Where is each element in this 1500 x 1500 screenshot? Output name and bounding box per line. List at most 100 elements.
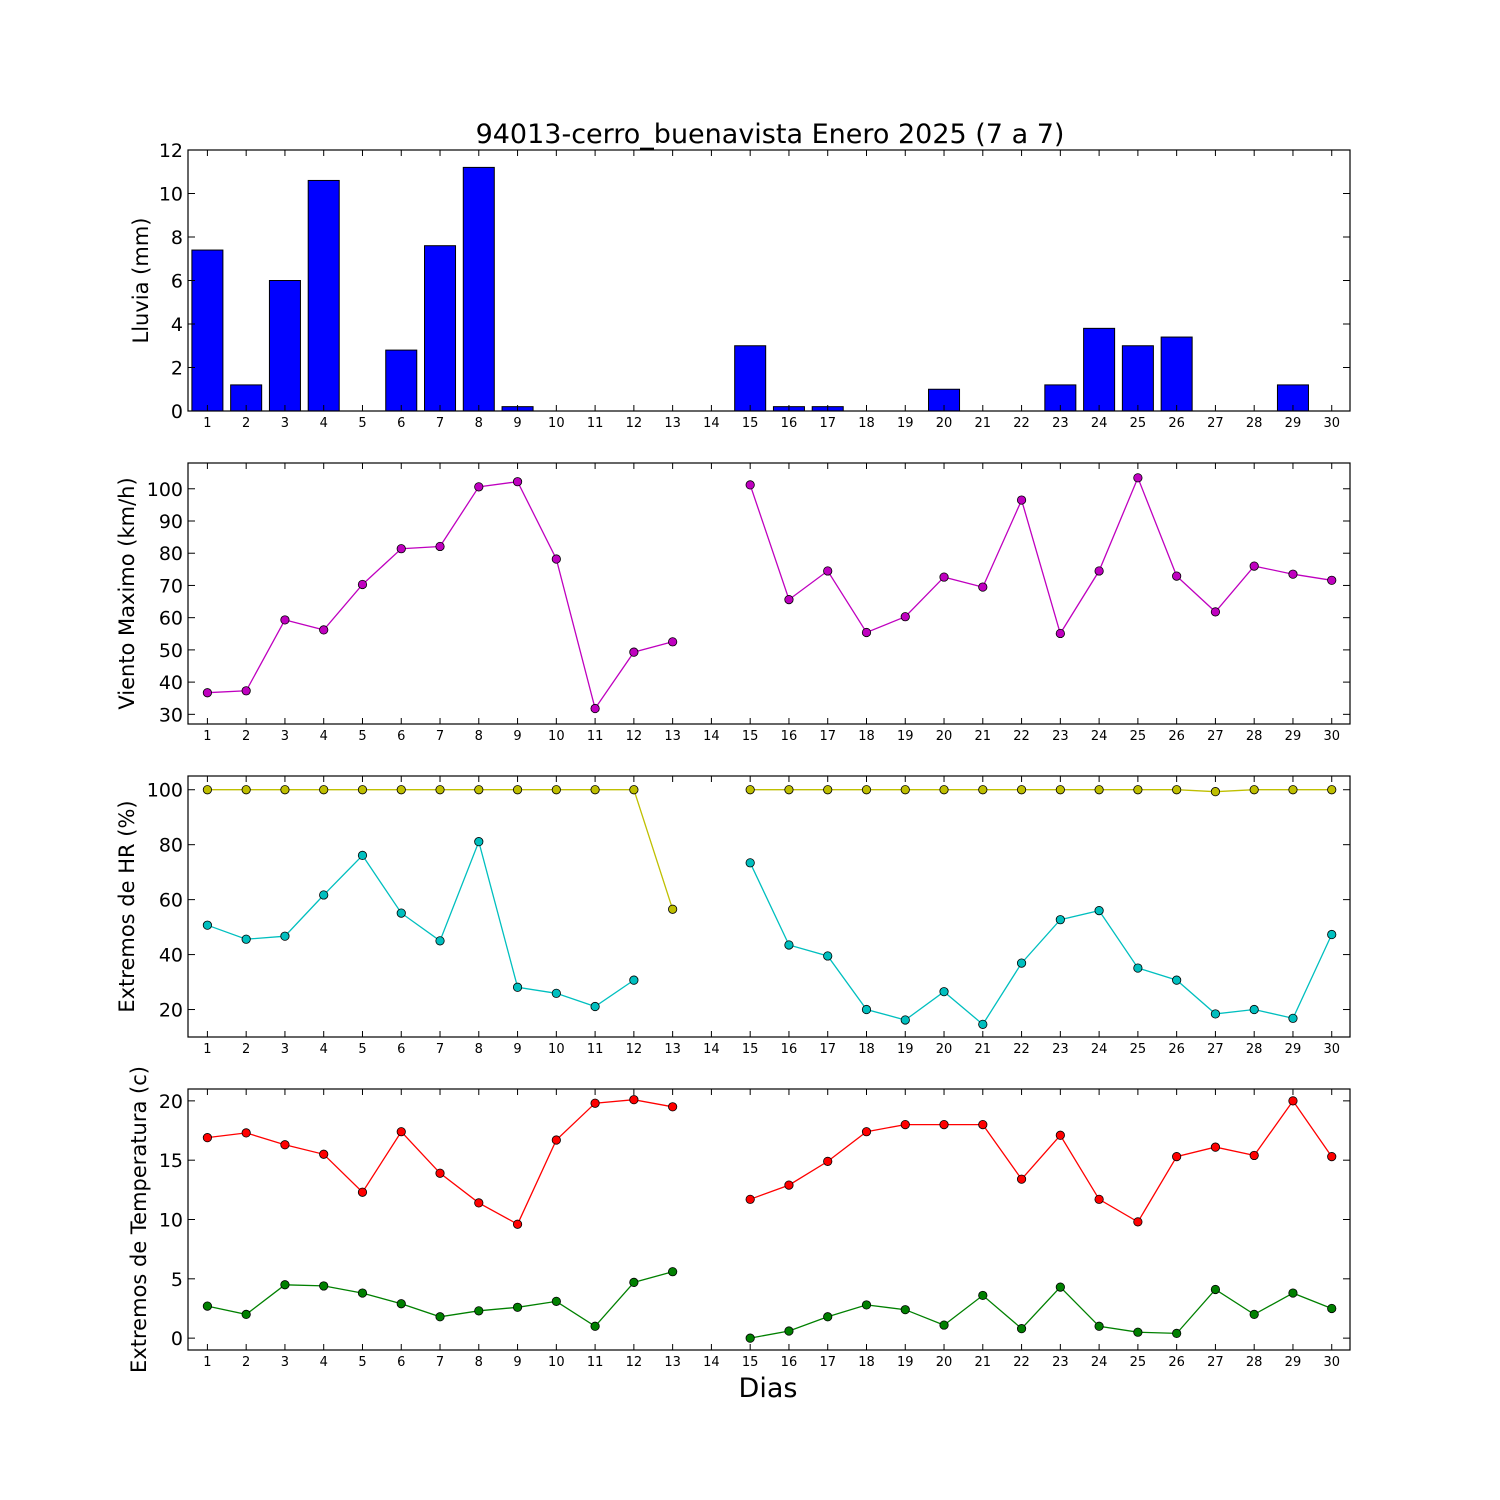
humidity-series-0-point-day-28 (1249, 785, 1259, 795)
temperature-series-1-point-day-20 (939, 1320, 949, 1330)
rain-xtick-label: 21 (975, 416, 992, 431)
humidity-series-0-point-day-17 (823, 785, 833, 795)
rain-y-axis-label: Lluvia (mm) (129, 218, 153, 344)
rain-bar-day-1 (191, 249, 224, 412)
humidity-series-0-point-day-7 (435, 785, 445, 795)
humidity-series-1-point-day-30 (1327, 929, 1337, 940)
temperature-xtick-label: 27 (1207, 1355, 1224, 1370)
wind-xtick-label: 3 (281, 729, 289, 744)
humidity-plot-frame (187, 775, 1351, 1038)
wind-xtick-label: 13 (664, 729, 681, 744)
temperature-series-1-point-day-11 (590, 1321, 600, 1331)
temperature-series-0-point-day-13 (668, 1102, 678, 1112)
humidity-xtick-label: 30 (1323, 1042, 1340, 1057)
temperature-ytick-label: 10 (159, 1210, 183, 1232)
humidity-series-0-point-day-9 (512, 785, 523, 795)
wind-series-0-point-day-4 (319, 625, 329, 635)
temperature-series-0-point-day-28 (1249, 1150, 1259, 1161)
humidity-series-1-point-day-24 (1094, 906, 1104, 916)
temperature-series-0-point-day-7 (435, 1168, 445, 1178)
wind-series-0-point-day-12 (629, 647, 639, 657)
wind-xtick-label: 1 (203, 729, 211, 744)
humidity-xtick-label: 12 (626, 1042, 643, 1057)
temperature-xtick-label: 22 (1013, 1355, 1030, 1370)
temperature-series-1-point-day-1 (202, 1301, 212, 1311)
wind-series-0-point-day-2 (241, 686, 251, 696)
temperature-panel: 1 2 3 4 5 6 7 8 9 10 11 12 13 14 15 16 17 18 19 20 21 22 23 24 2… (127, 1066, 1351, 1373)
temperature-series-0-point-day-12 (629, 1095, 639, 1105)
rain-xtick-label: 18 (858, 416, 875, 431)
rain-xtick-label: 22 (1013, 416, 1030, 431)
temperature-series-0-point-day-23 (1055, 1130, 1065, 1140)
wind-ytick-label: 90 (159, 511, 183, 533)
humidity-xtick-label: 5 (358, 1042, 366, 1057)
temperature-series-1-point-day-29 (1288, 1288, 1298, 1298)
humidity-series-1-point-day-25 (1133, 963, 1143, 973)
wind-ytick-label: 80 (159, 543, 183, 565)
temperature-series-0-point-day-20 (939, 1119, 949, 1130)
humidity-xtick-label: 10 (548, 1042, 565, 1057)
temperature-series-0-point-day-17 (823, 1156, 833, 1166)
temperature-xtick-label: 10 (548, 1355, 565, 1370)
humidity-xtick-label: 1 (203, 1042, 211, 1057)
wind-series-0-point-day-7 (435, 541, 445, 552)
rain-xtick-label: 24 (1091, 416, 1108, 431)
humidity-series-1-point-day-19 (900, 1015, 910, 1025)
temperature-series-0-point-day-30 (1327, 1152, 1337, 1162)
temperature-series-0-point-day-24 (1094, 1194, 1104, 1204)
humidity-series-1-point-day-11 (590, 1001, 600, 1012)
temperature-series-1-point-day-22 (1016, 1324, 1027, 1334)
rain-xtick-label: 12 (626, 416, 643, 431)
wind-xtick-label: 14 (703, 729, 720, 744)
temperature-series-0-point-day-21 (978, 1119, 988, 1130)
temperature-series-1-point-day-15 (745, 1333, 755, 1343)
temperature-series-1-point-day-30 (1327, 1303, 1337, 1314)
wind-xtick-label: 30 (1323, 729, 1340, 744)
humidity-series-0-point-day-29 (1288, 785, 1298, 795)
humidity-series-0-point-day-2 (241, 785, 251, 795)
rain-xtick-label: 16 (781, 416, 798, 431)
humidity-series-0-point-day-16 (784, 785, 794, 795)
humidity-series-1-point-day-20 (939, 987, 949, 997)
humidity-series-0-point-day-1 (202, 785, 212, 795)
rain-ytick-label: 12 (159, 140, 183, 162)
humidity-series-1-point-day-26 (1172, 975, 1182, 985)
temperature-xtick-label: 1 (203, 1355, 211, 1370)
temperature-xtick-label: 21 (975, 1355, 992, 1370)
temperature-xtick-label: 8 (475, 1355, 483, 1370)
rain-xtick-label: 27 (1207, 416, 1224, 431)
wind-xtick-label: 7 (436, 729, 444, 744)
humidity-series-0-point-day-19 (900, 785, 910, 795)
temperature-series-1-point-day-4 (319, 1281, 329, 1291)
wind-y-axis-label: Viento Maximo (km/h) (115, 477, 139, 709)
wind-series-0-point-day-8 (474, 482, 484, 492)
humidity-ytick-label: 60 (159, 890, 183, 912)
wind-series-0-line (207, 476, 1332, 711)
wind-xtick-label: 12 (626, 729, 643, 744)
rain-bar-day-15 (734, 345, 767, 412)
temperature-series-0-point-day-8 (474, 1198, 484, 1208)
temperature-series-0-point-day-29 (1288, 1096, 1298, 1106)
humidity-series-0-point-day-5 (357, 785, 368, 795)
humidity-xtick-label: 3 (281, 1042, 289, 1057)
humidity-xtick-label: 14 (703, 1042, 720, 1057)
wind-plot-frame (187, 462, 1351, 725)
rain-xtick-label: 28 (1246, 416, 1263, 431)
wind-xtick-label: 9 (513, 729, 521, 744)
humidity-series-1-point-day-21 (978, 1019, 988, 1029)
wind-series-0-point-day-17 (823, 566, 833, 576)
humidity-series-1-point-day-28 (1249, 1004, 1259, 1015)
rain-xtick-label: 25 (1130, 416, 1147, 431)
temperature-xtick-label: 13 (664, 1355, 681, 1370)
wind-series-0-point-day-21 (978, 582, 988, 592)
humidity-series-1-point-day-10 (551, 988, 561, 998)
humidity-xtick-label: 19 (897, 1042, 914, 1057)
rain-xtick-label: 29 (1285, 416, 1302, 431)
humidity-series-1-line (207, 839, 1333, 1026)
rain-ytick-label: 0 (171, 401, 183, 423)
humidity-series-1-point-day-8 (474, 837, 484, 847)
temperature-xtick-label: 12 (626, 1355, 643, 1370)
temperature-ytick-label: 20 (159, 1091, 183, 1113)
rain-xtick-label: 9 (513, 416, 521, 431)
temperature-series-1-point-day-10 (551, 1296, 561, 1306)
